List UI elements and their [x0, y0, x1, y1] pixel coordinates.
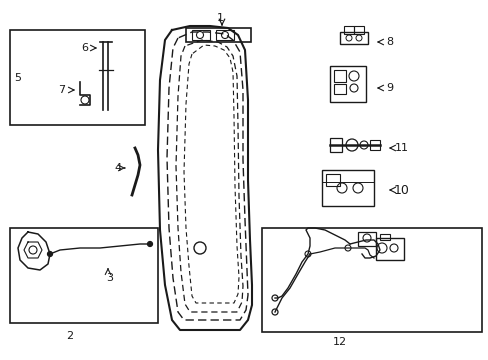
Bar	[339, 32, 367, 44]
Bar	[375, 238, 403, 260]
Bar	[353, 26, 363, 34]
Bar	[185, 28, 250, 42]
Text: 4: 4	[114, 163, 122, 173]
Text: 11: 11	[394, 143, 408, 153]
Text: 10: 10	[393, 184, 409, 197]
Bar	[325, 174, 339, 186]
Text: 1: 1	[216, 13, 223, 23]
Bar	[262, 228, 481, 332]
Bar	[321, 170, 373, 206]
Text: 5: 5	[15, 73, 21, 83]
Bar	[343, 26, 353, 34]
Bar	[357, 232, 375, 246]
Text: 6: 6	[81, 43, 88, 53]
Bar	[192, 30, 209, 40]
Bar	[329, 66, 365, 102]
Bar	[379, 234, 389, 240]
Text: 3: 3	[106, 273, 113, 283]
Bar	[216, 30, 234, 40]
Text: 8: 8	[386, 37, 393, 47]
Circle shape	[147, 242, 152, 247]
Bar	[10, 30, 145, 125]
Circle shape	[47, 252, 52, 257]
Text: 7: 7	[59, 85, 65, 95]
Bar	[329, 138, 341, 152]
Bar	[369, 140, 379, 150]
Text: 2: 2	[66, 331, 73, 341]
Bar	[10, 228, 158, 323]
Text: 12: 12	[332, 337, 346, 347]
Text: 9: 9	[386, 83, 393, 93]
Bar	[333, 70, 346, 82]
Bar	[333, 84, 346, 94]
